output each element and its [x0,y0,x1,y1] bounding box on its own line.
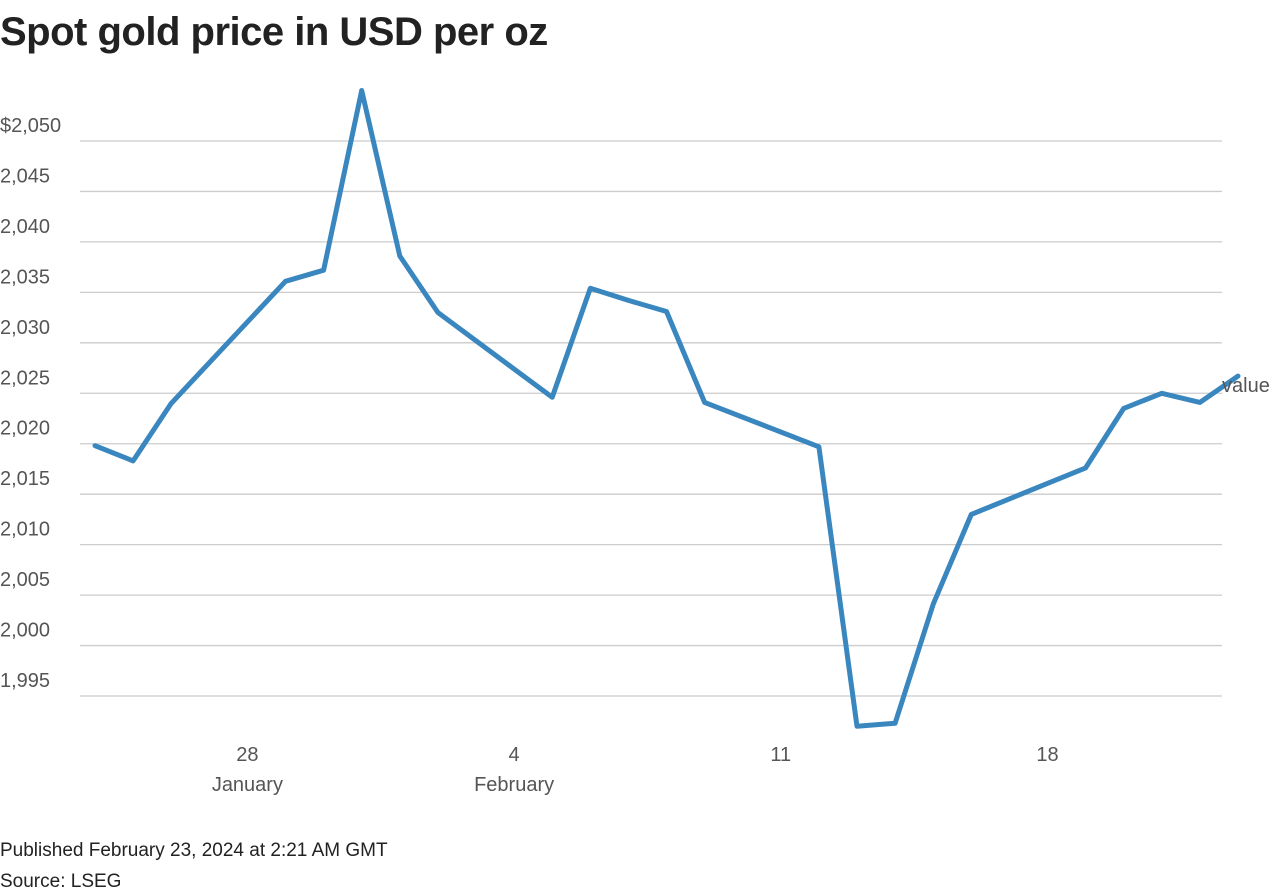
x-tick-label: 28 [236,744,258,766]
y-tick-label: 2,015 [0,468,50,490]
y-tick-label: 2,030 [0,317,50,339]
y-tick-label: 2,040 [0,216,50,238]
series-label: value [1222,375,1270,397]
y-tick-label: 2,035 [0,266,50,288]
x-tick-month-label: January [212,774,283,796]
gridlines [80,140,1222,697]
y-tick-label: 2,020 [0,418,50,440]
y-tick-label: $2,050 [0,115,61,137]
y-tick-label: 2,045 [0,165,50,187]
y-axis-ticks: $2,050 2,045 2,040 2,035 2,030 2,025 2,020 2,01… [0,115,61,692]
x-tick-label: 18 [1036,744,1058,766]
y-tick-label: 2,000 [0,620,50,642]
y-tick-label: 1,995 [0,670,50,692]
source-credit: Source: LSEG [0,871,122,892]
x-tick-label: 11 [770,744,791,766]
published-timestamp: Published February 23, 2024 at 2:21 AM G… [0,840,388,861]
y-tick-label: 2,025 [0,367,50,389]
chart-title: Spot gold price in USD per oz [0,10,548,54]
series-layer: value [92,88,1270,729]
x-axis-ticks: 28 January 4 February 11 18 [212,744,1059,796]
series-line-value [92,88,1241,729]
y-tick-label: 2,010 [0,519,50,541]
x-tick-month-label: February [474,774,554,796]
x-tick-label: 4 [509,744,520,766]
y-tick-label: 2,005 [0,569,50,591]
